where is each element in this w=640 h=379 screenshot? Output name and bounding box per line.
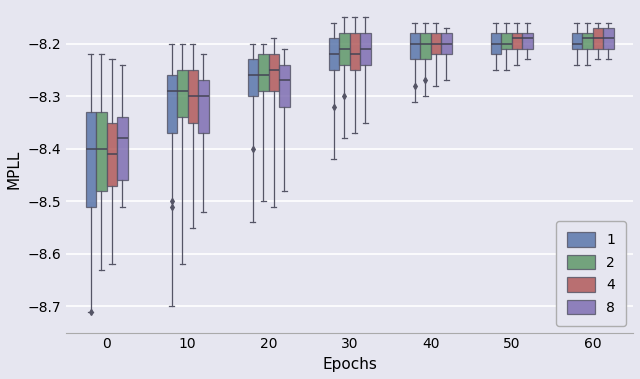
PathPatch shape: [593, 28, 603, 49]
PathPatch shape: [188, 70, 198, 122]
PathPatch shape: [117, 117, 127, 180]
PathPatch shape: [420, 33, 431, 60]
PathPatch shape: [166, 75, 177, 133]
PathPatch shape: [410, 33, 420, 60]
PathPatch shape: [441, 33, 452, 54]
PathPatch shape: [258, 54, 269, 91]
PathPatch shape: [431, 33, 441, 54]
PathPatch shape: [582, 33, 593, 49]
X-axis label: Epochs: Epochs: [322, 357, 377, 372]
PathPatch shape: [603, 28, 614, 49]
PathPatch shape: [501, 33, 511, 49]
PathPatch shape: [279, 65, 290, 107]
Y-axis label: MPLL: MPLL: [7, 150, 22, 190]
PathPatch shape: [328, 38, 339, 70]
PathPatch shape: [248, 60, 258, 96]
PathPatch shape: [339, 33, 349, 65]
Legend: 1, 2, 4, 8: 1, 2, 4, 8: [556, 221, 626, 326]
PathPatch shape: [177, 70, 188, 117]
PathPatch shape: [198, 80, 209, 133]
PathPatch shape: [522, 33, 532, 49]
PathPatch shape: [86, 112, 96, 207]
PathPatch shape: [269, 54, 279, 91]
PathPatch shape: [96, 112, 107, 191]
PathPatch shape: [107, 122, 117, 186]
PathPatch shape: [360, 33, 371, 65]
PathPatch shape: [490, 33, 501, 54]
PathPatch shape: [511, 33, 522, 49]
PathPatch shape: [572, 33, 582, 49]
PathPatch shape: [349, 33, 360, 70]
